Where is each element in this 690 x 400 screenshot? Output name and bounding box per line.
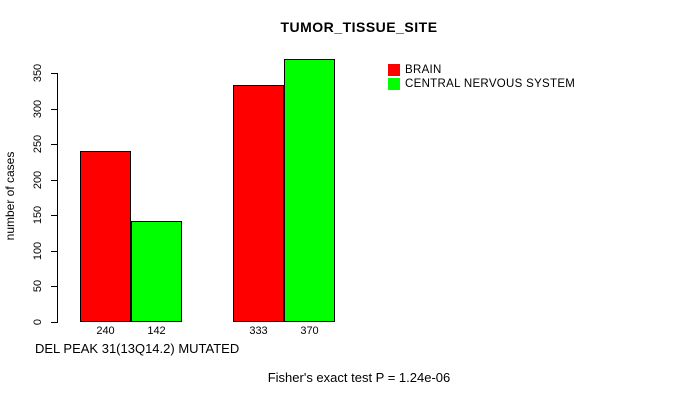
y-tick: [51, 180, 57, 181]
y-tick-label: 350: [32, 63, 44, 83]
bar-central-nervous-system-2: [284, 59, 335, 322]
y-tick: [51, 144, 57, 145]
bar-value-label: 370: [300, 325, 319, 337]
bar-value-label: 142: [147, 325, 166, 337]
bar-value-label: 240: [96, 325, 115, 337]
brain-color-swatch: [388, 63, 400, 76]
legend-label-brain: BRAIN: [405, 63, 442, 76]
y-tick: [51, 322, 57, 323]
y-tick: [51, 286, 57, 287]
y-tick-label: 150: [32, 205, 44, 225]
y-axis-line: [57, 73, 58, 323]
legend-item-central-nervous-system: CENTRAL NERVOUS SYSTEM: [388, 77, 575, 90]
legend-label-central-nervous-system: CENTRAL NERVOUS SYSTEM: [405, 77, 576, 90]
bar-central-nervous-system-1: [131, 221, 182, 322]
y-tick: [51, 251, 57, 252]
y-tick: [51, 109, 57, 110]
y-tick-label: 100: [32, 241, 44, 261]
y-tick: [51, 73, 57, 74]
fisher-test-annotation: Fisher's exact test P = 1.24e-06: [267, 370, 451, 385]
y-tick-label: 50: [32, 279, 44, 293]
y-tick: [51, 215, 57, 216]
bar-brain-1: [80, 151, 131, 322]
y-tick-label: 200: [32, 170, 44, 190]
legend-item-brain: BRAIN: [388, 63, 575, 76]
y-tick-label: 250: [32, 134, 44, 154]
central-nervous-system-color-swatch: [388, 77, 400, 90]
bar-brain-2: [233, 85, 284, 322]
legend: BRAIN CENTRAL NERVOUS SYSTEM: [388, 63, 575, 91]
bar-value-label: 333: [249, 325, 268, 337]
y-tick-label: 300: [32, 99, 44, 119]
chart-title: TUMOR_TISSUE_SITE: [280, 19, 438, 35]
y-tick-label: 0: [32, 318, 44, 326]
x-axis-caption: DEL PEAK 31(13Q14.2) MUTATED: [35, 341, 240, 356]
